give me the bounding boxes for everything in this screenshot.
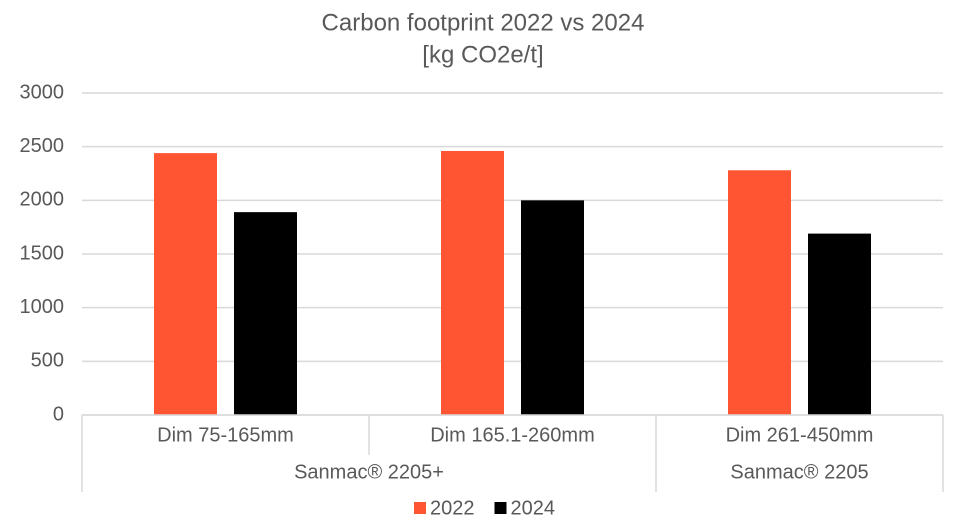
legend-swatch — [494, 502, 507, 514]
x-tick-label: Dim 261-450mm — [726, 424, 874, 446]
group-label: Sanmac® 2205 — [730, 461, 868, 483]
bar — [728, 170, 791, 415]
legend-label: 2024 — [511, 497, 556, 519]
x-tick-label: Dim 75-165mm — [157, 424, 294, 446]
x-tick-label: Dim 165.1-260mm — [430, 424, 595, 446]
y-tick-label: 3000 — [20, 81, 65, 103]
bar — [154, 153, 217, 415]
y-tick-label: 500 — [31, 350, 64, 372]
y-tick-label: 2000 — [20, 189, 65, 211]
bar — [808, 233, 871, 415]
legend-swatch — [414, 502, 426, 514]
chart-title: Carbon footprint 2022 vs 2024 — [322, 9, 645, 36]
y-tick-label: 1000 — [20, 296, 65, 318]
group-label: Sanmac® 2205+ — [294, 461, 444, 483]
chart-subtitle: [kg CO2e/t] — [422, 41, 543, 68]
bar — [234, 212, 297, 415]
y-tick-label: 2500 — [20, 135, 65, 157]
y-tick-label: 0 — [53, 403, 64, 425]
bar — [521, 200, 584, 415]
y-tick-label: 1500 — [20, 242, 65, 264]
legend-label: 2022 — [430, 497, 475, 519]
bar — [441, 150, 504, 415]
